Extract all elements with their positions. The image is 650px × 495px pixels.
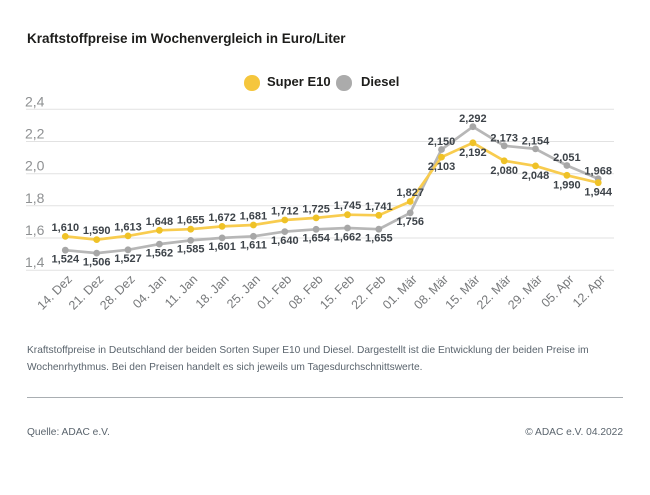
svg-text:1,8: 1,8 — [25, 190, 45, 206]
svg-text:29. Mär: 29. Mär — [505, 272, 545, 312]
svg-text:12. Apr: 12. Apr — [570, 272, 608, 310]
svg-text:2,080: 2,080 — [490, 165, 518, 177]
svg-text:1,725: 1,725 — [302, 203, 330, 215]
svg-text:2,048: 2,048 — [522, 170, 550, 182]
svg-text:1,756: 1,756 — [396, 216, 424, 228]
svg-text:1,662: 1,662 — [334, 231, 362, 243]
svg-text:1,648: 1,648 — [146, 216, 174, 228]
svg-text:2,192: 2,192 — [459, 147, 487, 159]
svg-text:1,524: 1,524 — [52, 254, 80, 266]
svg-text:1,944: 1,944 — [584, 187, 612, 199]
svg-text:2,0: 2,0 — [25, 158, 45, 174]
svg-text:1,654: 1,654 — [302, 233, 330, 245]
svg-text:1,655: 1,655 — [177, 215, 205, 227]
svg-text:11. Jan: 11. Jan — [162, 272, 200, 310]
svg-text:01. Feb: 01. Feb — [254, 272, 294, 312]
svg-text:04. Jan: 04. Jan — [130, 272, 169, 311]
svg-text:22. Feb: 22. Feb — [349, 272, 389, 312]
svg-text:2,051: 2,051 — [553, 152, 581, 164]
svg-text:1,741: 1,741 — [365, 201, 393, 213]
svg-text:1,990: 1,990 — [553, 179, 581, 191]
svg-text:2,154: 2,154 — [522, 135, 550, 147]
svg-text:1,4: 1,4 — [25, 254, 45, 270]
svg-text:1,506: 1,506 — [83, 256, 111, 268]
svg-text:1,562: 1,562 — [146, 247, 174, 259]
svg-text:1,601: 1,601 — [208, 241, 236, 253]
svg-text:1,681: 1,681 — [240, 211, 268, 223]
svg-text:28. Dez: 28. Dez — [97, 272, 137, 312]
svg-text:1,590: 1,590 — [83, 225, 111, 237]
svg-text:05. Apr: 05. Apr — [539, 272, 577, 310]
svg-text:2,150: 2,150 — [428, 136, 456, 148]
svg-text:1,672: 1,672 — [208, 212, 236, 224]
svg-text:1,640: 1,640 — [271, 235, 299, 247]
svg-text:08. Mär: 08. Mär — [411, 272, 451, 312]
svg-text:1,712: 1,712 — [271, 206, 299, 218]
svg-text:1,827: 1,827 — [396, 187, 424, 199]
svg-text:1,585: 1,585 — [177, 244, 205, 256]
svg-text:1,745: 1,745 — [334, 200, 362, 212]
svg-text:1,610: 1,610 — [52, 222, 80, 234]
svg-text:2,173: 2,173 — [490, 132, 518, 144]
svg-text:2,103: 2,103 — [428, 161, 456, 173]
svg-text:1,613: 1,613 — [114, 221, 142, 233]
svg-text:1,527: 1,527 — [114, 253, 142, 265]
svg-text:1,611: 1,611 — [240, 240, 267, 252]
svg-text:1,655: 1,655 — [365, 233, 393, 245]
svg-text:2,292: 2,292 — [459, 113, 487, 125]
svg-text:1,968: 1,968 — [584, 165, 612, 177]
svg-text:2,2: 2,2 — [25, 126, 45, 142]
svg-text:1,6: 1,6 — [25, 222, 45, 238]
svg-text:08. Feb: 08. Feb — [286, 272, 326, 312]
svg-text:2,4: 2,4 — [25, 93, 45, 109]
svg-text:18. Jan: 18. Jan — [193, 272, 232, 311]
